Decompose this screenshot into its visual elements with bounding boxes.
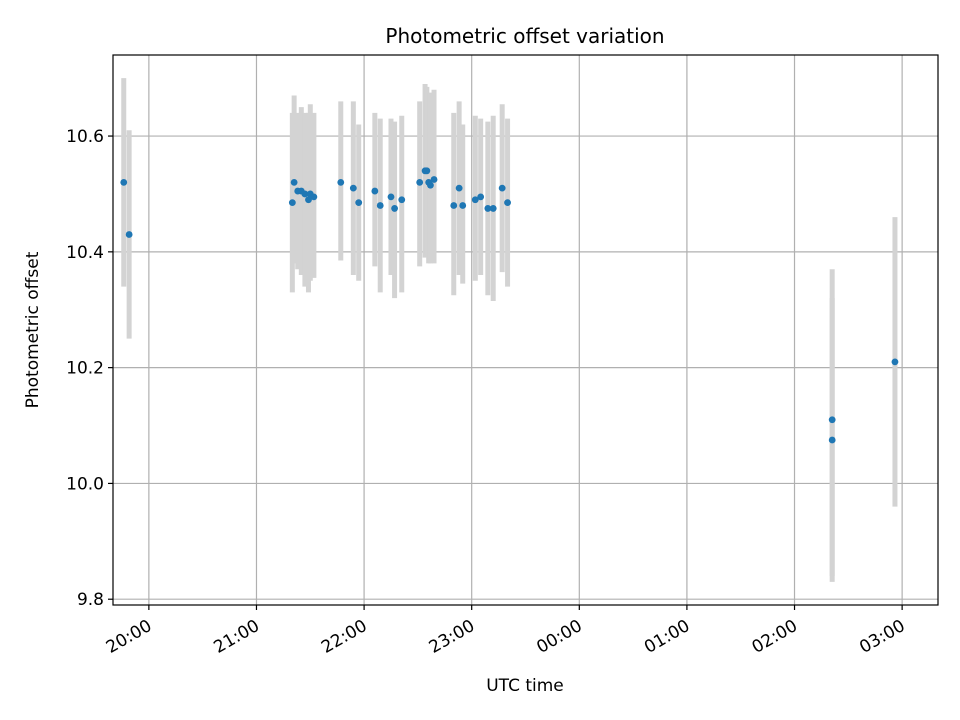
data-point — [416, 178, 424, 186]
data-point — [120, 178, 128, 186]
data-point — [371, 187, 379, 195]
data-point — [398, 196, 406, 204]
data-point — [125, 231, 133, 238]
data-point — [305, 196, 312, 204]
data-points — [120, 167, 899, 444]
data-point — [484, 205, 492, 212]
data-point — [891, 358, 899, 366]
data-point — [498, 184, 506, 192]
data-point — [288, 199, 296, 207]
data-point — [455, 184, 463, 192]
data-point — [450, 202, 458, 209]
data-point — [504, 199, 511, 207]
data-point — [387, 193, 395, 201]
y-tick-label: 10.0 — [66, 474, 104, 494]
data-point — [301, 190, 309, 198]
data-point — [376, 202, 384, 209]
plot-frame — [112, 54, 939, 606]
data-point — [427, 181, 434, 189]
data-point — [489, 205, 497, 212]
data-point — [391, 205, 398, 212]
data-point — [355, 199, 363, 207]
data-point — [828, 436, 836, 444]
grid — [113, 55, 938, 605]
data-point — [310, 193, 318, 201]
data-point — [477, 193, 485, 201]
x-axis-label: UTC time — [486, 676, 564, 696]
y-tick-label: 9.8 — [77, 590, 104, 610]
data-point — [349, 184, 357, 192]
y-axis: 9.8 10.0 10.2 10.4 10.6 — [66, 127, 113, 610]
data-point — [423, 167, 431, 175]
data-point — [430, 176, 438, 183]
y-tick-label: 10.2 — [66, 359, 104, 379]
data-point — [471, 196, 479, 204]
y-axis-label: Photometric offset — [23, 251, 43, 408]
data-point — [337, 178, 345, 186]
data-point — [290, 178, 298, 186]
y-tick-label: 10.4 — [66, 243, 104, 263]
chart-title: Photometric offset variation — [385, 24, 664, 48]
data-point — [459, 202, 467, 209]
y-tick-label: 10.6 — [66, 127, 104, 147]
data-point — [828, 416, 836, 424]
